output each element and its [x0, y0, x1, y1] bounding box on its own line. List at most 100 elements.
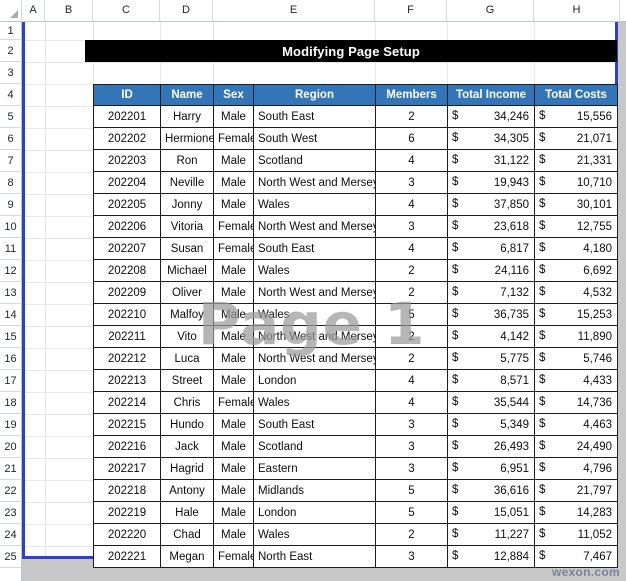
table-row[interactable]: 202205 Jonny Male Wales 4 $37,850 $30,101 [93, 193, 618, 216]
cell-total-costs[interactable]: $10,710 [534, 171, 618, 194]
cell-sex[interactable]: Male [213, 193, 254, 216]
cell-total-costs[interactable]: $24,490 [534, 435, 618, 458]
cell-total-income[interactable]: $24,116 [447, 259, 535, 282]
cell-id[interactable]: 202207 [93, 237, 161, 260]
cell-members[interactable]: 3 [375, 545, 448, 568]
cell-total-costs[interactable]: $6,692 [534, 259, 618, 282]
row-header-13[interactable]: 13 [0, 282, 21, 304]
column-header-a[interactable]: A [22, 0, 45, 21]
cell-region[interactable]: South West [253, 127, 376, 150]
row-header-8[interactable]: 8 [0, 172, 21, 194]
cell-total-costs[interactable]: $11,890 [534, 325, 618, 348]
cell-region[interactable]: Scotland [253, 149, 376, 172]
cell-total-income[interactable]: $19,943 [447, 171, 535, 194]
cell-sex[interactable]: Male [213, 259, 254, 282]
cell-name[interactable]: Megan [160, 545, 214, 568]
cell-id[interactable]: 202221 [93, 545, 161, 568]
cell-members[interactable]: 3 [375, 435, 448, 458]
column-header-f[interactable]: F [375, 0, 447, 21]
cell-name[interactable]: Vito [160, 325, 214, 348]
cell-total-costs[interactable]: $12,755 [534, 215, 618, 238]
row-header-5[interactable]: 5 [0, 106, 21, 128]
cell-region[interactable]: North West and Merseyside [253, 325, 376, 348]
row-header-20[interactable]: 20 [0, 436, 21, 458]
cell-sex[interactable]: Female [213, 391, 254, 414]
table-row[interactable]: 202201 Harry Male South East 2 $34,246 $15,556 [93, 105, 618, 128]
cell-total-costs[interactable]: $4,796 [534, 457, 618, 480]
cell-total-income[interactable]: $36,735 [447, 303, 535, 326]
table-row[interactable]: 202208 Michael Male Wales 2 $24,116 $6,692 [93, 259, 618, 282]
cell-name[interactable]: Hundo [160, 413, 214, 436]
column-header-sex[interactable]: Sex [213, 84, 254, 106]
cell-total-costs[interactable]: $4,532 [534, 281, 618, 304]
row-header-1[interactable]: 1 [0, 22, 21, 40]
cell-id[interactable]: 202208 [93, 259, 161, 282]
cell-total-costs[interactable]: $7,467 [534, 545, 618, 568]
cell-name[interactable]: Oliver [160, 281, 214, 304]
cell-total-costs[interactable]: $21,797 [534, 479, 618, 502]
cell-id[interactable]: 202211 [93, 325, 161, 348]
cell-total-costs[interactable]: $14,283 [534, 501, 618, 524]
cell-total-costs[interactable]: $15,253 [534, 303, 618, 326]
cell-total-income[interactable]: $6,951 [447, 457, 535, 480]
cell-total-income[interactable]: $11,227 [447, 523, 535, 546]
cell-region[interactable]: Eastern [253, 457, 376, 480]
table-row[interactable]: 202207 Susan Female South East 4 $6,817 $4,180 [93, 237, 618, 260]
cell-total-costs[interactable]: $30,101 [534, 193, 618, 216]
row-header-18[interactable]: 18 [0, 392, 21, 414]
cell-region[interactable]: South East [253, 237, 376, 260]
cell-members[interactable]: 2 [375, 259, 448, 282]
cell-name[interactable]: Malfoy [160, 303, 214, 326]
row-header-25[interactable]: 25 [0, 546, 21, 568]
table-row[interactable]: 202202 Hermione Female South West 6 $34,305 $2… [93, 127, 618, 150]
cell-region[interactable]: Midlands [253, 479, 376, 502]
table-row[interactable]: 202218 Antony Male Midlands 5 $36,616 $21,797 [93, 479, 618, 502]
cell-sex[interactable]: Male [213, 281, 254, 304]
cell-total-costs[interactable]: $5,746 [534, 347, 618, 370]
cell-name[interactable]: Ron [160, 149, 214, 172]
table-row[interactable]: 202219 Hale Male London 5 $15,051 $14,283 [93, 501, 618, 524]
table-row[interactable]: 202217 Hagrid Male Eastern 3 $6,951 $4,796 [93, 457, 618, 480]
title-banner[interactable]: Modifying Page Setup [85, 40, 617, 62]
cell-total-income[interactable]: $35,544 [447, 391, 535, 414]
cell-name[interactable]: Harry [160, 105, 214, 128]
cell-total-costs[interactable]: $4,180 [534, 237, 618, 260]
cell-sex[interactable]: Male [213, 413, 254, 436]
cell-id[interactable]: 202218 [93, 479, 161, 502]
cell-total-income[interactable]: $26,493 [447, 435, 535, 458]
row-header-16[interactable]: 16 [0, 348, 21, 370]
cell-sex[interactable]: Female [213, 545, 254, 568]
cell-members[interactable]: 2 [375, 281, 448, 304]
cell-sex[interactable]: Male [213, 435, 254, 458]
cell-total-income[interactable]: $23,618 [447, 215, 535, 238]
cell-total-costs[interactable]: $21,331 [534, 149, 618, 172]
cell-id[interactable]: 202204 [93, 171, 161, 194]
cell-id[interactable]: 202216 [93, 435, 161, 458]
cell-region[interactable]: Scotland [253, 435, 376, 458]
row-header-10[interactable]: 10 [0, 216, 21, 238]
cell-id[interactable]: 202217 [93, 457, 161, 480]
cell-name[interactable]: Michael [160, 259, 214, 282]
cell-name[interactable]: Chad [160, 523, 214, 546]
cell-id[interactable]: 202206 [93, 215, 161, 238]
table-row[interactable]: 202215 Hundo Male South East 3 $5,349 $4,463 [93, 413, 618, 436]
cell-total-income[interactable]: $12,884 [447, 545, 535, 568]
cell-id[interactable]: 202210 [93, 303, 161, 326]
cell-region[interactable]: North West and Merseyside [253, 215, 376, 238]
cell-region[interactable]: Wales [253, 303, 376, 326]
cell-members[interactable]: 5 [375, 501, 448, 524]
cell-id[interactable]: 202215 [93, 413, 161, 436]
cell-name[interactable]: Street [160, 369, 214, 392]
cell-region[interactable]: Wales [253, 193, 376, 216]
cell-members[interactable]: 4 [375, 391, 448, 414]
cell-total-income[interactable]: $6,817 [447, 237, 535, 260]
row-header-15[interactable]: 15 [0, 326, 21, 348]
row-header-2[interactable]: 2 [0, 40, 21, 62]
cell-total-income[interactable]: $34,246 [447, 105, 535, 128]
cell-region[interactable]: North East [253, 545, 376, 568]
cell-name[interactable]: Hagrid [160, 457, 214, 480]
